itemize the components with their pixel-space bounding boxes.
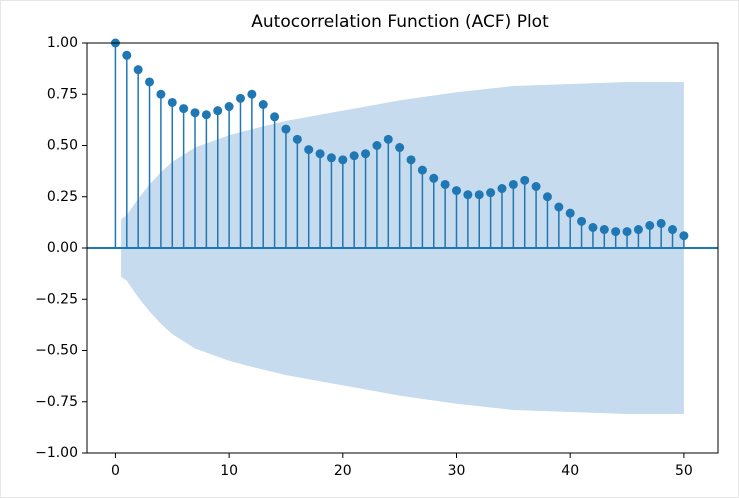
x-tick-label: 20 — [334, 463, 352, 479]
stem-marker — [235, 93, 245, 103]
stem-marker — [565, 208, 575, 218]
stem-marker — [486, 188, 496, 198]
stem-marker — [304, 145, 314, 155]
y-tick-label: 0.25 — [47, 189, 78, 205]
stem-marker — [588, 223, 598, 232]
stem-marker — [508, 179, 518, 189]
stem-marker — [668, 225, 678, 235]
stem-marker — [145, 77, 155, 87]
stem-marker — [292, 134, 302, 144]
stem-marker — [542, 192, 552, 202]
stem-marker — [247, 89, 257, 99]
stem-marker — [258, 100, 268, 109]
stem-marker — [133, 65, 143, 75]
stem-marker — [270, 112, 280, 122]
stem-marker — [599, 225, 609, 235]
stem-marker — [338, 155, 348, 165]
stem-marker — [224, 102, 234, 112]
stem-marker — [611, 227, 621, 237]
stem-marker — [531, 182, 541, 191]
stem-marker — [452, 186, 462, 196]
stem-marker — [633, 225, 643, 235]
y-tick-label: −0.50 — [35, 343, 78, 359]
stem-marker — [179, 104, 189, 114]
stem-marker — [395, 143, 405, 153]
stem-marker — [201, 110, 211, 120]
stem-marker — [315, 149, 325, 159]
stem-marker — [656, 218, 666, 228]
stem-marker — [383, 134, 393, 144]
stem-marker — [474, 190, 484, 200]
stem-marker — [577, 216, 587, 226]
stem-marker — [497, 184, 507, 194]
stem-marker — [622, 227, 632, 237]
x-tick-label: 30 — [448, 463, 466, 479]
y-tick-label: −0.75 — [35, 394, 78, 410]
stem-marker — [645, 220, 655, 230]
y-tick-label: −1.00 — [35, 445, 78, 461]
stem-marker — [167, 97, 177, 107]
stem-marker — [326, 153, 336, 163]
stem-marker — [406, 155, 416, 165]
stem-marker — [554, 202, 564, 212]
stem-marker — [417, 165, 427, 175]
y-tick-label: 0.50 — [47, 138, 78, 154]
x-tick-label: 10 — [220, 463, 238, 479]
stem-marker — [520, 175, 530, 185]
stem-marker — [122, 50, 132, 60]
stem-marker — [213, 106, 223, 116]
x-tick-label: 40 — [561, 463, 579, 479]
stem-marker — [463, 190, 473, 200]
stem-marker — [156, 89, 166, 99]
plot-frame — [86, 42, 719, 454]
stem-marker — [372, 141, 382, 150]
stem-marker — [281, 124, 291, 134]
y-tick-label: −0.25 — [35, 291, 78, 307]
stem-marker — [679, 231, 689, 241]
stem-marker — [190, 108, 200, 118]
y-tick-label: 0.00 — [47, 240, 78, 256]
chart-title: Autocorrelation Function (ACF) Plot — [251, 12, 549, 32]
y-tick-label: 0.75 — [47, 86, 78, 102]
x-tick-label: 0 — [111, 463, 120, 479]
x-tick-label: 50 — [675, 463, 693, 479]
y-tick-label: 1.00 — [47, 35, 78, 51]
stem-marker — [349, 151, 359, 161]
stem-marker — [440, 179, 450, 189]
stem-marker — [361, 149, 371, 159]
stem-marker — [429, 173, 439, 183]
